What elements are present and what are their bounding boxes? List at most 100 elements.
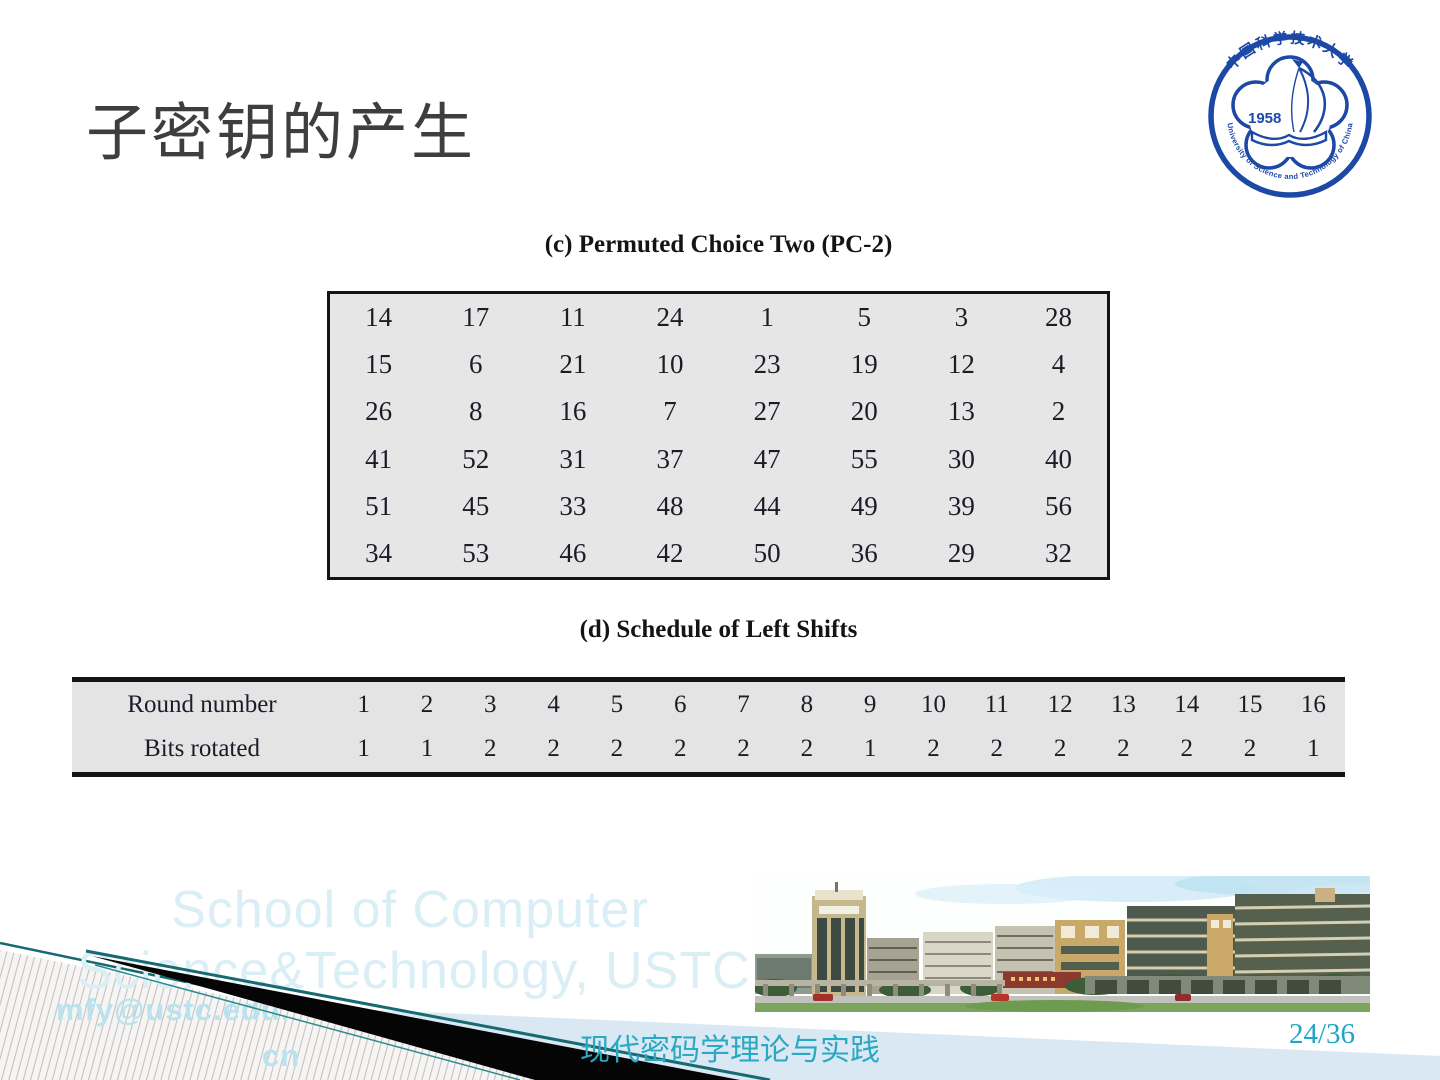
shift-cell: 2 [927,735,940,763]
pc2-cell: 6 [468,349,483,380]
pc2-cell: 16 [559,396,587,427]
pc2-cell: 14 [365,302,393,333]
pc2-caption: (c) Permuted Choice Two (PC-2) [544,231,893,258]
pc2-cell: 5 [857,302,871,333]
shift-row-bits-rotated: Bits rotated 1 1 2 2 2 2 2 2 1 2 2 2 2 2 2 1 [72,727,1345,771]
pc2-cell: 2 [1051,396,1066,427]
pc2-cell: 28 [1044,302,1072,333]
pc2-cell: 24 [656,302,684,333]
shift-cell: 2 [1117,735,1130,763]
shift-row-values: 1 1 2 2 2 2 2 2 1 2 2 2 2 2 2 1 [332,735,1345,763]
shift-table: Round number 1 2 3 4 5 6 7 8 9 10 11 12 13 14 15 16 Bit… [72,677,1345,777]
logo-year: 1958 [1248,110,1281,127]
pc2-cell: 48 [656,490,684,521]
pc2-cell: 34 [365,537,393,568]
pc2-cell: 3 [954,302,969,333]
footer-course-title: 现代密码学理论与实践 [580,1033,880,1068]
shift-cell: 2 [484,735,497,763]
pc2-cell: 26 [365,396,393,427]
shift-cell: 10 [920,690,946,718]
pc2-cell: 12 [947,349,975,380]
shift-cell: 15 [1237,690,1263,718]
shift-cell: 2 [420,690,434,718]
shift-row-values: 1 2 3 4 5 6 7 8 9 10 11 12 13 14 15 16 [332,691,1345,719]
shift-cell: 2 [1180,735,1193,763]
pc2-cell: 17 [462,302,490,333]
pc2-cell: 41 [365,443,393,474]
pc2-cell: 55 [850,443,878,474]
shift-cell: 2 [610,735,624,763]
shift-cell: 2 [673,735,687,763]
pc2-cell: 20 [850,396,878,427]
shift-cell: 2 [547,735,560,763]
shift-row-label: Round number [127,690,277,718]
pc2-cell: 36 [850,537,878,568]
pc2-cell: 49 [850,490,878,521]
pc2-cell: 33 [559,490,587,521]
pc2-cell: 30 [947,443,975,474]
shift-cell: 2 [1243,735,1257,763]
shift-cell: 2 [800,735,814,763]
pc2-cell: 27 [753,396,781,427]
pc2-cell: 29 [947,537,975,568]
pc2-cell: 13 [947,396,975,427]
pc2-cell: 4 [1051,349,1066,380]
shift-cell: 16 [1300,690,1326,718]
pc2-cell: 21 [559,349,587,380]
shift-cell: 8 [800,690,814,718]
shift-cell: 11 [984,690,1009,718]
pc2-cell: 23 [753,349,781,380]
pc2-cell: 1 [760,302,774,333]
pc2-cell: 37 [656,443,684,474]
shift-cell: 5 [610,690,624,718]
page-number: 24/36 [1289,1018,1356,1050]
shift-cell: 12 [1047,690,1073,718]
pc2-cell: 51 [365,490,393,521]
shift-caption: (d) Schedule of Left Shifts [579,616,858,643]
pc2-cell: 32 [1044,537,1072,568]
pc2-cell: 40 [1044,443,1072,474]
shift-cell: 1 [1307,735,1320,763]
campus-photo [755,876,1370,1012]
pc2-cell: 10 [656,349,684,380]
pc2-cell: 46 [559,537,587,568]
pc2-cell: 19 [850,349,878,380]
shift-cell: 4 [547,690,560,718]
shift-cell: 9 [863,690,877,718]
shift-cell: 1 [357,735,370,763]
shift-cell: 2 [1053,735,1067,763]
pc2-cell: 47 [753,443,781,474]
shift-cell: 2 [737,735,750,763]
pc2-cell: 31 [559,443,587,474]
pc2-cell: 11 [559,302,586,333]
shift-cell: 6 [673,690,687,718]
pc2-table: 14 17 11 24 1 5 3 28 15 6 21 10 23 19 12 4 26 8 16 7 27 20 13 2… [327,291,1110,580]
pc2-cell: 15 [365,349,393,380]
slide-title: 子密钥的产生 [86,96,477,169]
shift-row-label: Bits rotated [144,735,260,763]
pc2-cell: 52 [462,443,490,474]
shift-row-round-number: Round number 1 2 3 4 5 6 7 8 9 10 11 12 13 14 15 16 [72,683,1345,727]
ustc-logo: 1958 中国科学技术大学 University of Science and … [1208,29,1372,198]
watermark-email-line2: cn [262,1038,301,1073]
pc2-cell: 56 [1044,490,1072,521]
shift-cell: 14 [1174,690,1200,718]
pc2-cell: 39 [947,490,975,521]
pc2-cell: 45 [462,490,490,521]
shift-cell: 7 [737,690,750,718]
shift-cell: 3 [484,690,497,718]
blue-band [140,1000,1440,1080]
shift-cell: 1 [863,735,877,763]
pc2-cell: 53 [462,537,490,568]
shift-cell: 2 [990,735,1004,763]
shift-cell: 1 [357,690,370,718]
pc2-cell: 42 [656,537,684,568]
shift-cell: 1 [420,735,434,763]
shift-cell: 13 [1110,690,1136,718]
watermark-line1: School of Computer [171,881,649,939]
pc2-cell: 7 [663,396,677,427]
pc2-cell: 50 [753,537,781,568]
pc2-cell: 8 [468,396,483,427]
